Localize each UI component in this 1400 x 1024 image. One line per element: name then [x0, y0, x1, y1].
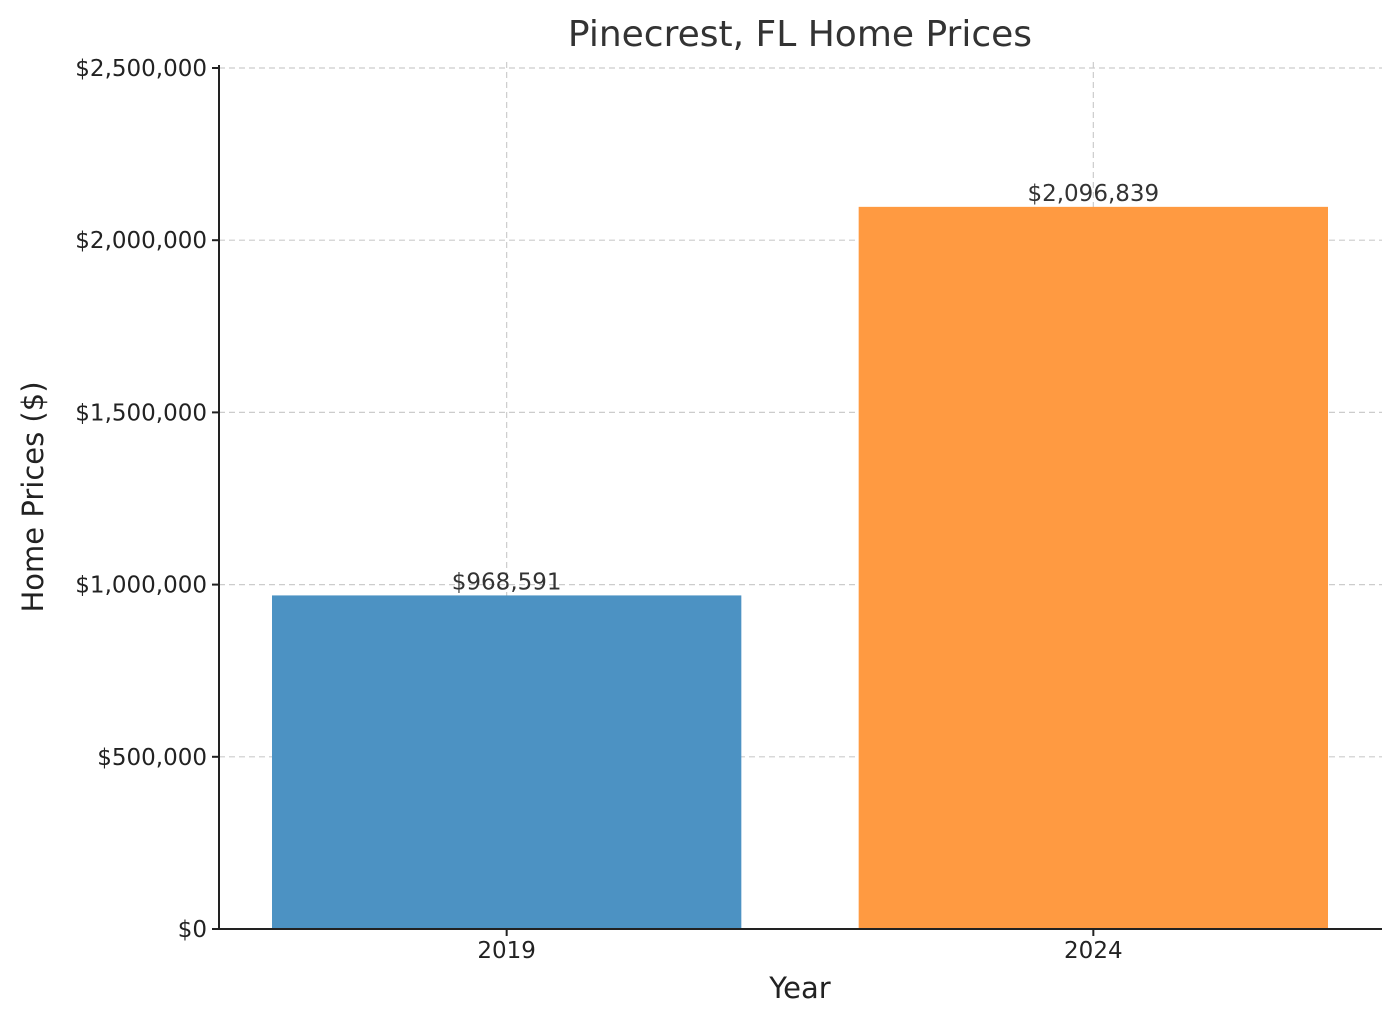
y-tick-label: $500,000 — [97, 745, 207, 771]
y-tick-label: $1,500,000 — [75, 400, 207, 426]
bar-2024 — [858, 206, 1328, 930]
ticks: $0 $500,000 $1,000,000 $1,500,000 $2,000,000… — [75, 56, 1122, 964]
x-axis-label: Year — [768, 971, 830, 1005]
bar-value-label: $968,591 — [452, 569, 562, 595]
y-tick-label: $2,500,000 — [75, 56, 207, 82]
bars — [272, 206, 1328, 930]
axes — [218, 65, 1382, 930]
y-tick-label: $0 — [178, 917, 207, 943]
bar-2019 — [272, 595, 742, 929]
data-labels: $968,591 $2,096,839 — [452, 181, 1159, 596]
bar-value-label: $2,096,839 — [1027, 181, 1159, 207]
x-tick-label: 2019 — [477, 938, 536, 964]
y-axis-label: Home Prices ($) — [16, 381, 50, 612]
y-tick-label: $1,000,000 — [75, 573, 207, 599]
x-tick-label: 2024 — [1064, 938, 1123, 964]
y-tick-label: $2,000,000 — [75, 228, 207, 254]
chart-title: Pinecrest, FL Home Prices — [568, 14, 1032, 55]
